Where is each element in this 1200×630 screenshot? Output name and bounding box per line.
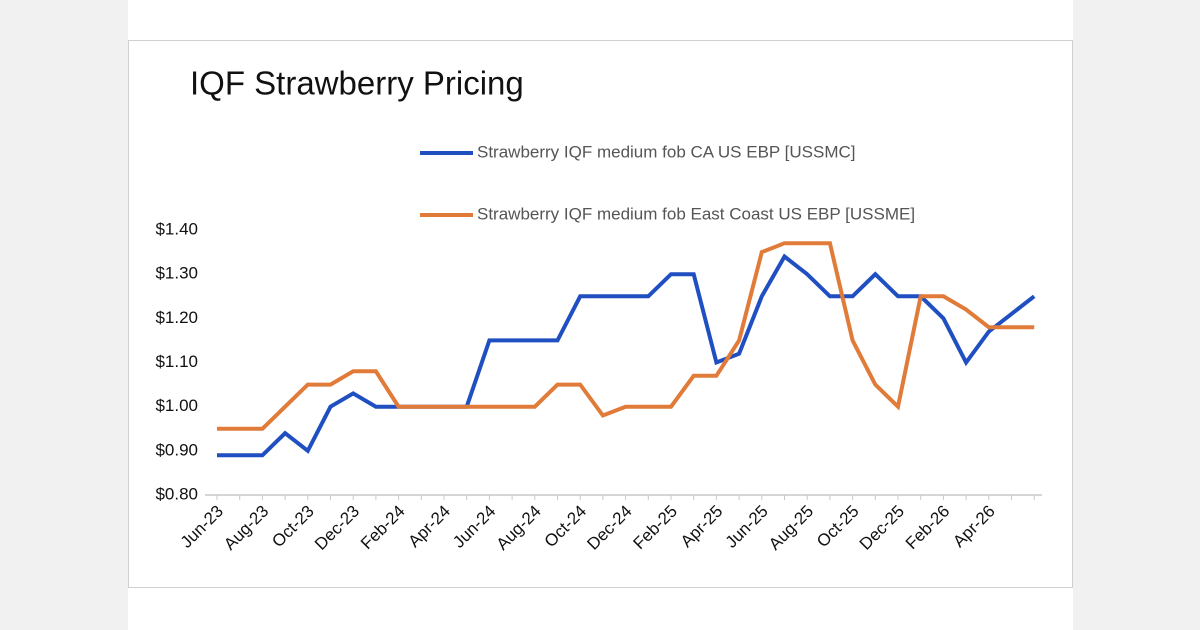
y-tick-label: $0.80 <box>155 484 198 503</box>
series-line <box>217 241 1035 431</box>
y-tick-label: $1.40 <box>155 219 198 238</box>
side-strip <box>0 0 128 630</box>
legend-label: Strawberry IQF medium fob East Coast US … <box>477 204 915 223</box>
chart-card <box>128 40 1073 588</box>
y-tick-label: $1.00 <box>155 396 198 415</box>
side-strip <box>1073 0 1200 630</box>
chart-title: IQF Strawberry Pricing <box>190 65 524 102</box>
series-line <box>217 253 1036 458</box>
y-tick-label: $1.20 <box>155 308 198 327</box>
y-tick-label: $1.10 <box>155 352 198 371</box>
legend-label: Strawberry IQF medium fob CA US EBP [USS… <box>477 142 856 161</box>
y-tick-label: $0.90 <box>155 440 198 459</box>
y-tick-label: $1.30 <box>155 264 198 283</box>
